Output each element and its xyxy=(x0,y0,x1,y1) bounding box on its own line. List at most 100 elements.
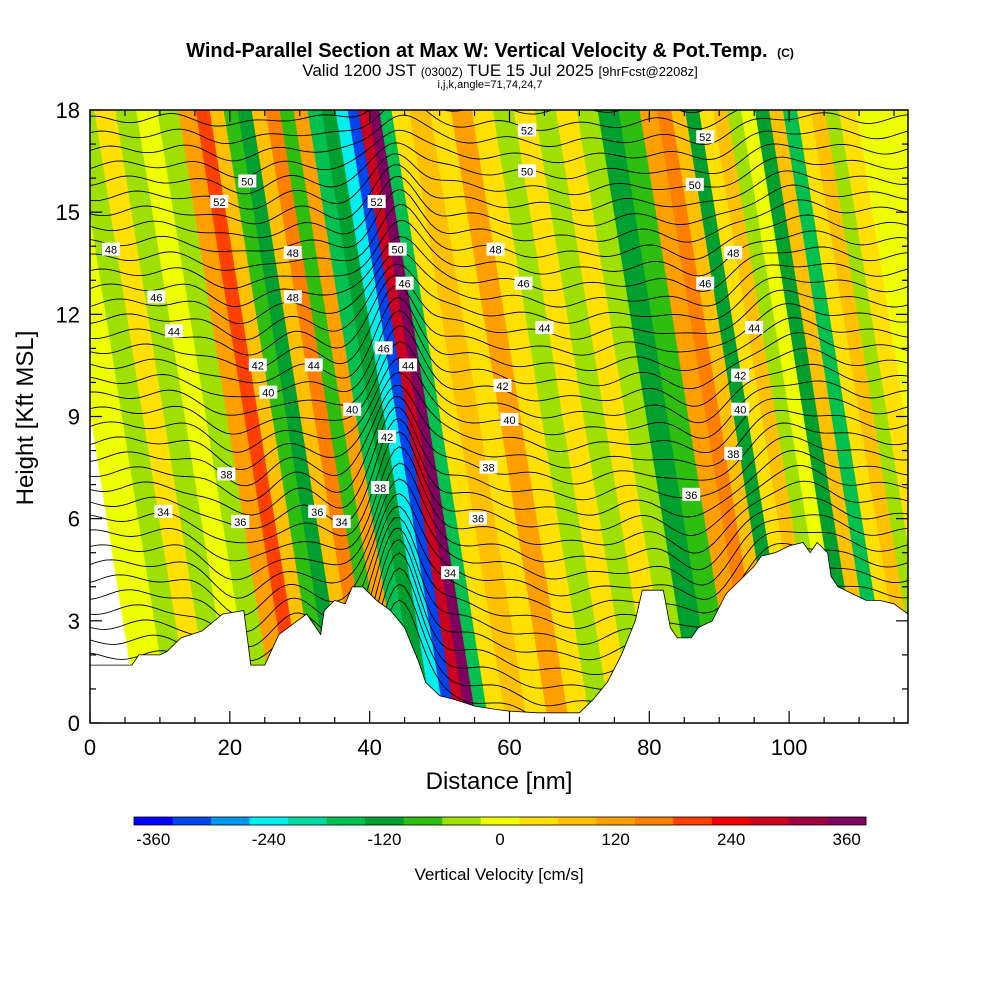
theta-contour xyxy=(90,189,908,252)
colorbar-swatch xyxy=(750,817,790,825)
velocity-band xyxy=(492,110,612,723)
theta-contour-label: 52 xyxy=(517,123,536,137)
theta-contour-label: 48 xyxy=(486,242,505,257)
velocity-band xyxy=(209,110,322,723)
contour-label-text: 38 xyxy=(374,483,386,495)
contour-label-text: 48 xyxy=(489,245,501,257)
velocity-band xyxy=(618,110,738,723)
colorbar: -360 -240 -120 0 120 240 360 xyxy=(133,816,867,849)
theta-contour-label: 48 xyxy=(724,246,743,260)
velocity-band xyxy=(157,110,276,723)
chart-indices: i,j,k,angle=71,74,24,7 xyxy=(438,79,543,91)
velocity-band xyxy=(265,110,378,723)
velocity-band xyxy=(358,110,467,723)
theta-contour-label: 42 xyxy=(248,358,267,372)
contour-label-bg xyxy=(210,194,229,208)
velocity-band xyxy=(576,110,696,723)
contour-label-bg xyxy=(479,460,498,474)
theta-contour-label: 36 xyxy=(469,511,488,526)
theta-contour-label: 52 xyxy=(367,194,386,209)
velocity-band xyxy=(429,110,549,723)
colorbar-swatch xyxy=(288,817,328,825)
theta-contour-label: 40 xyxy=(343,402,362,417)
colorbar-tick-label: -120 xyxy=(367,830,401,849)
colorbar-swatch xyxy=(326,817,366,825)
theta-contour-label: 42 xyxy=(378,429,397,444)
contour-label-bg xyxy=(395,276,414,290)
theta-contour xyxy=(90,110,740,145)
contour-label-bg xyxy=(724,446,743,460)
contour-label-bg xyxy=(304,358,323,372)
theta-contour-label: 38 xyxy=(724,446,743,461)
theta-contour xyxy=(90,274,908,356)
contour-label-text: 52 xyxy=(213,197,225,209)
velocity-band xyxy=(782,110,895,723)
contour-label-text: 44 xyxy=(748,323,760,335)
contour-label-bg xyxy=(332,515,351,529)
x-tick-label: 100 xyxy=(771,735,808,760)
theta-contour xyxy=(90,250,908,325)
contour-label-text: 42 xyxy=(381,432,393,444)
theta-contour xyxy=(90,341,908,435)
theta-contour-label: 50 xyxy=(388,242,407,257)
velocity-band xyxy=(810,110,908,723)
contour-label-text: 42 xyxy=(734,371,746,383)
x-tick-label: 60 xyxy=(497,735,521,760)
contour-label-text: 52 xyxy=(371,197,383,209)
colorbar-swatch xyxy=(673,817,713,825)
theta-contour xyxy=(90,110,706,127)
theta-contour-label: 50 xyxy=(685,177,704,192)
terrain-surface xyxy=(90,541,908,723)
theta-contour-label: 44 xyxy=(535,320,554,335)
theta-contour xyxy=(90,372,908,471)
contour-label-bg xyxy=(514,276,533,290)
theta-contour xyxy=(90,297,908,384)
y-tick-label: 9 xyxy=(68,405,80,430)
velocity-band xyxy=(534,110,654,723)
contour-label-text: 36 xyxy=(234,517,246,529)
velocity-band xyxy=(754,110,867,723)
colorbar-swatch xyxy=(557,817,597,825)
contour-label-bg xyxy=(238,174,257,188)
theta-contour xyxy=(90,431,908,544)
contour-label-text: 42 xyxy=(496,381,508,393)
velocity-band xyxy=(136,110,255,723)
contour-label-text: 52 xyxy=(699,132,711,144)
contour-label-bg xyxy=(682,487,701,501)
contour-label-bg xyxy=(231,515,250,529)
velocity-band xyxy=(195,110,308,723)
colorbar-swatch xyxy=(519,817,559,825)
contour-label-bg xyxy=(535,320,554,334)
contour-label-text: 36 xyxy=(472,514,484,526)
contour-label-text: 40 xyxy=(734,405,746,417)
contour-label-text: 34 xyxy=(444,568,456,580)
contour-label-bg xyxy=(517,123,536,137)
theta-contour xyxy=(90,220,908,290)
theta-contour-label: 52 xyxy=(696,130,715,144)
theta-contour-label: 40 xyxy=(259,385,278,400)
y-tick-label: 12 xyxy=(56,302,80,327)
colorbar-tick-label: 240 xyxy=(717,830,745,849)
colorbar-swatch xyxy=(365,817,405,825)
theta-contour-label: 46 xyxy=(395,276,414,291)
colorbar-tick-label: -240 xyxy=(252,830,286,849)
velocity-band xyxy=(391,110,507,723)
theta-contour xyxy=(90,418,908,529)
theta-contour-label: 44 xyxy=(304,358,323,372)
contour-label-bg xyxy=(399,358,418,372)
theta-contour xyxy=(90,128,908,179)
theta-contour xyxy=(90,236,908,307)
contour-label-bg xyxy=(164,324,183,338)
contour-label-bg xyxy=(154,504,173,518)
y-tick-label: 18 xyxy=(56,98,80,123)
theta-contour-label: 44 xyxy=(399,358,418,372)
velocity-band xyxy=(555,110,675,723)
theta-contour-label: 38 xyxy=(217,467,236,481)
velocity-band xyxy=(597,110,717,723)
contour-label-bg xyxy=(441,566,460,580)
colorbar-tick-label: 360 xyxy=(833,830,861,849)
contour-label-bg xyxy=(147,290,166,304)
chart-subtitle: Valid 1200 JST (0300Z) TUE 15 Jul 2025 [… xyxy=(302,61,697,80)
theta-contour-label: 34 xyxy=(154,504,173,519)
colorbar-swatch xyxy=(172,817,212,825)
